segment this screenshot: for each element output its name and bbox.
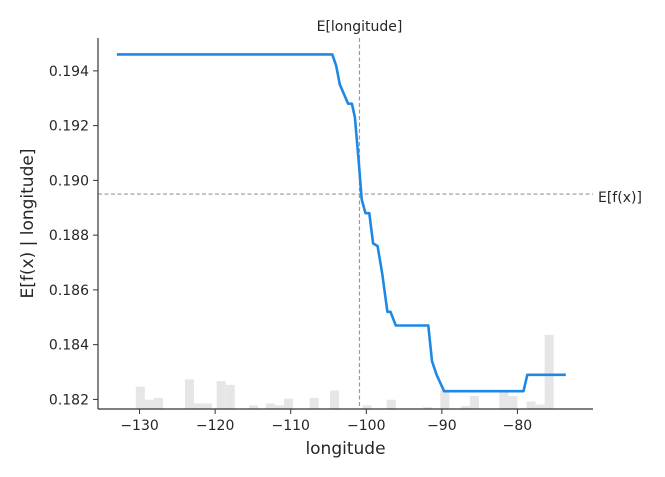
feature-histogram (135, 334, 554, 409)
x-tick-label: −110 (271, 418, 309, 434)
x-axis-title: longitude (305, 439, 385, 459)
histogram-bar (526, 401, 536, 409)
expected-value-label: E[f(x)] (598, 190, 642, 206)
x-tick-label: −130 (120, 418, 158, 434)
histogram-bar (274, 405, 284, 409)
histogram-bar (499, 392, 509, 409)
expected-feature-label: E[longitude] (317, 19, 403, 35)
histogram-bar (460, 406, 470, 409)
x-tick-label: −90 (427, 418, 457, 434)
x-tick-label: −80 (503, 418, 533, 434)
x-tick-label: −100 (347, 418, 385, 434)
histogram-bar (362, 405, 372, 409)
dependence-line (116, 53, 566, 393)
histogram-bar (422, 407, 433, 409)
histogram-bar (544, 334, 554, 409)
y-tick-label: 0.190 (49, 173, 89, 189)
histogram-bar (193, 403, 204, 409)
tick-marks: −130 −120 −110 −100 −90 −80 0.182 0.184 0.186 0.1… (49, 64, 532, 434)
y-axis-title: E[f(x) | longitude] (18, 149, 38, 299)
histogram-bar (144, 399, 154, 409)
histogram-bar (469, 396, 479, 409)
histogram-bar (216, 381, 226, 409)
y-tick-label: 0.194 (49, 64, 89, 80)
dependence-line-layer (116, 53, 566, 393)
histogram-bar (184, 379, 194, 409)
histogram-bar (386, 399, 396, 409)
histogram-bar (508, 396, 518, 409)
histogram-bar (135, 386, 145, 409)
y-tick-label: 0.192 (49, 119, 89, 135)
y-tick-label: 0.188 (49, 228, 89, 244)
histogram-bar (153, 397, 163, 409)
x-tick-label: −120 (196, 418, 234, 434)
histogram-bar (225, 384, 235, 409)
histogram-bar (265, 403, 275, 409)
histogram-bar (249, 405, 259, 409)
histogram-bar (309, 397, 319, 409)
histogram-bar (440, 390, 450, 409)
y-tick-label: 0.184 (49, 338, 89, 354)
y-tick-label: 0.182 (49, 392, 89, 408)
histogram-bar (203, 403, 213, 409)
histogram-bar (535, 404, 545, 409)
axes (97, 38, 593, 410)
histogram-bar (330, 390, 340, 409)
reference-lines (98, 38, 593, 409)
histogram-bar (283, 398, 293, 409)
y-tick-label: 0.186 (49, 283, 89, 299)
